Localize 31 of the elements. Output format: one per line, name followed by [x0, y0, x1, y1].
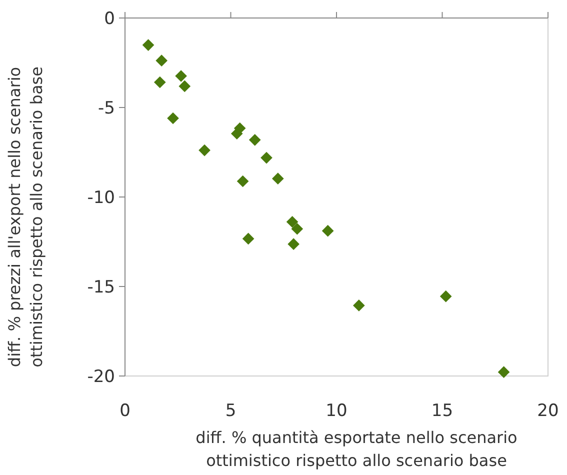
point: [288, 238, 300, 250]
x-tick-label: 10: [326, 401, 348, 421]
y-axis-title: diff. % prezzi all'export nello scenario ottimistico rispetto allo scenario base: [5, 66, 46, 368]
point: [175, 70, 187, 82]
point: [322, 224, 334, 237]
point: [291, 222, 304, 235]
y-tick-label: -10: [87, 188, 115, 208]
point: [272, 172, 284, 184]
point: [236, 175, 249, 188]
x-tick-label: 20: [537, 401, 559, 421]
point: [142, 39, 154, 51]
point: [156, 54, 168, 67]
point: [167, 112, 179, 124]
point: [353, 300, 365, 312]
point: [260, 152, 272, 164]
x-tick-label: 15: [431, 401, 454, 421]
y-tick-label: 0: [104, 9, 115, 29]
point: [440, 290, 452, 302]
x-tick-label: 0: [120, 401, 130, 421]
point: [154, 76, 166, 88]
point: [178, 80, 191, 92]
y-tick-label: -5: [98, 98, 115, 118]
point: [248, 134, 261, 146]
point: [498, 366, 510, 378]
y-tick-label: -15: [87, 278, 115, 298]
point: [198, 144, 210, 156]
x-tick-label: 5: [225, 401, 236, 421]
point: [242, 232, 254, 245]
x-axis-title: diff. % quantità esportate nello scenario ottimistico rispetto allo scenario base: [196, 428, 518, 470]
y-tick-label: -20: [87, 367, 115, 387]
point: [286, 216, 298, 228]
